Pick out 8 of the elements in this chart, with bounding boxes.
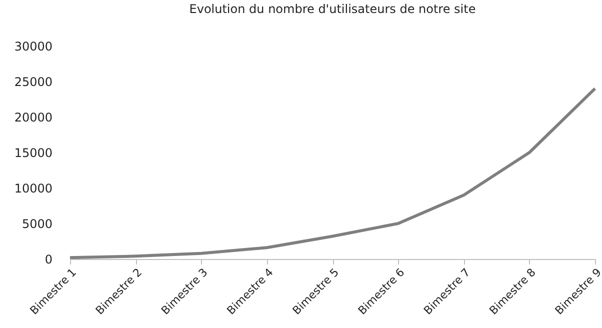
y-tick-label: 20000 (14, 110, 52, 124)
y-tick-label: 10000 (14, 182, 52, 196)
y-tick-label: 15000 (14, 146, 52, 160)
y-tick-label: 25000 (14, 75, 52, 89)
y-tick-label: 0 (44, 252, 52, 266)
y-tick-label: 5000 (22, 217, 52, 231)
y-tick-label: 30000 (14, 40, 52, 54)
chart-title: Evolution du nombre d'utilisateurs de notre site (189, 2, 476, 16)
